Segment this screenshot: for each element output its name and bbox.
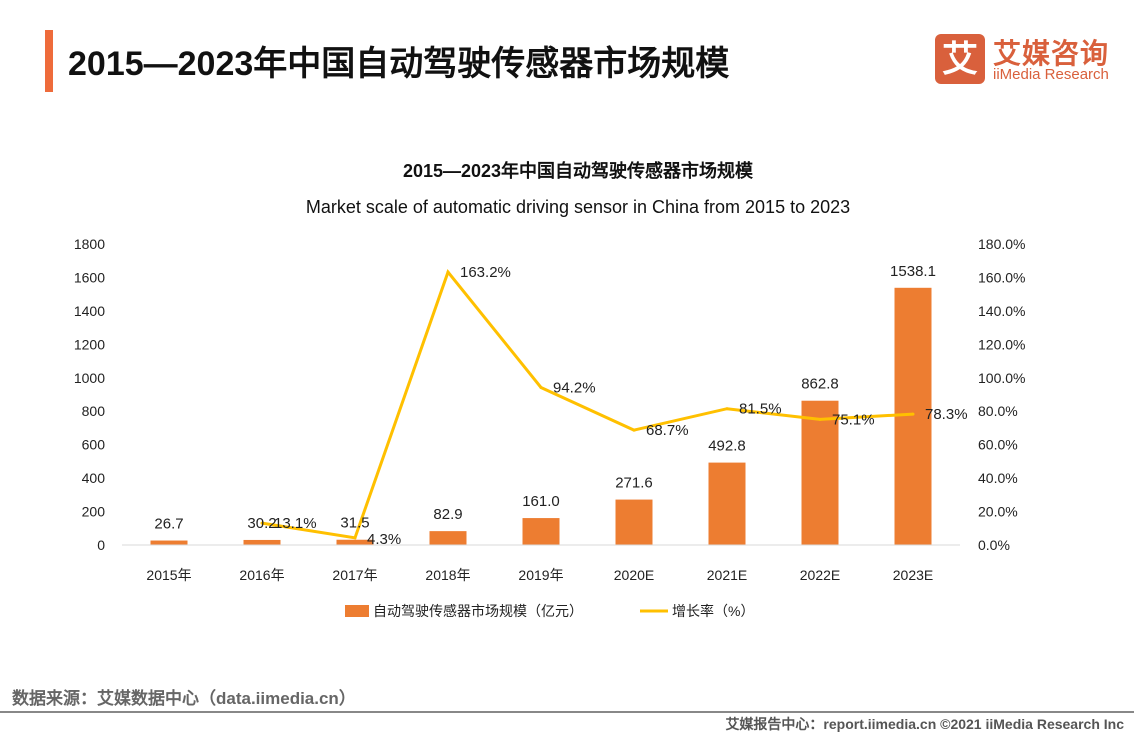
logo-en: iiMedia Research	[993, 66, 1109, 83]
line-point	[539, 385, 543, 389]
x-tick: 2023E	[893, 567, 933, 583]
line-label: 4.3%	[367, 531, 401, 548]
line-point	[725, 407, 729, 411]
y-right-tick: 100.0%	[978, 370, 1025, 386]
line-label: 81.5%	[739, 401, 782, 418]
bar	[522, 518, 560, 545]
bar	[894, 287, 932, 545]
line-point	[632, 428, 636, 432]
y-right-tick: 80.0%	[978, 403, 1018, 419]
line-label: 78.3%	[925, 406, 968, 423]
y-right-tick: 20.0%	[978, 504, 1018, 520]
x-tick: 2017年	[332, 567, 377, 583]
bar-label: 26.7	[154, 516, 183, 533]
logo-icon: 艾	[935, 34, 985, 84]
bar-label: 31.5	[340, 515, 369, 532]
y-right-tick: 160.0%	[978, 269, 1025, 285]
y-left-tick: 1400	[74, 303, 105, 319]
bar-label: 161.0	[522, 493, 560, 510]
x-tick: 2016年	[239, 567, 284, 583]
legend-line-label: 增长率（%）	[672, 603, 754, 619]
y-left-tick: 800	[82, 403, 106, 419]
x-tick: 2018年	[425, 567, 470, 583]
y-right-tick: 40.0%	[978, 470, 1018, 486]
footer-copyright: 艾媒报告中心：report.iimedia.cn ©2021 iiMedia R…	[725, 716, 1124, 732]
line-label: 163.2%	[460, 264, 511, 281]
line-label: 13.1%	[274, 515, 317, 532]
y-left-tick: 1800	[74, 236, 105, 252]
y-left-tick: 600	[82, 437, 106, 453]
bar	[615, 499, 653, 545]
line-point	[818, 417, 822, 421]
y-right-tick: 180.0%	[978, 236, 1025, 252]
bar	[801, 400, 839, 545]
bar	[150, 540, 188, 545]
x-tick: 2021E	[707, 567, 747, 583]
bar-label: 271.6	[615, 475, 653, 492]
logo-cn: 艾媒咨询	[993, 38, 1110, 69]
bar	[708, 462, 746, 545]
bar	[243, 539, 281, 545]
line-point	[260, 521, 264, 525]
bar-label: 30.2	[247, 515, 276, 532]
bar-label: 82.9	[433, 506, 462, 523]
legend-bar-label: 自动驾驶传感器市场规模（亿元）	[373, 603, 583, 619]
line-label: 94.2%	[553, 379, 596, 396]
y-left-tick: 0	[97, 537, 105, 553]
data-source: 数据来源：艾媒数据中心（data.iimedia.cn）	[12, 689, 356, 708]
page-title: 2015—2023年中国自动驾驶传感器市场规模	[68, 45, 730, 83]
y-left-tick: 400	[82, 470, 106, 486]
bar	[336, 539, 374, 545]
x-tick: 2020E	[614, 567, 654, 583]
y-right-tick: 60.0%	[978, 437, 1018, 453]
y-right-tick: 120.0%	[978, 336, 1025, 352]
growth-line	[261, 269, 914, 540]
x-tick: 2022E	[800, 567, 840, 583]
line-point	[353, 536, 357, 540]
footer-divider	[0, 711, 1134, 713]
line-label: 75.1%	[832, 411, 875, 428]
bar	[429, 531, 467, 545]
y-left-tick: 1000	[74, 370, 105, 386]
y-right-tick: 140.0%	[978, 303, 1025, 319]
legend-bar-swatch	[345, 605, 369, 617]
chart-title: 2015—2023年中国自动驾驶传感器市场规模	[403, 160, 754, 181]
x-tick: 2015年	[146, 567, 191, 583]
line-point	[911, 412, 915, 416]
bar-label: 862.8	[801, 376, 839, 393]
y-left-tick: 1600	[74, 269, 105, 285]
x-tick: 2019年	[518, 567, 563, 583]
line-point	[446, 270, 450, 274]
y-right-tick: 0.0%	[978, 537, 1010, 553]
bar-label: 492.8	[708, 438, 746, 455]
line-label: 68.7%	[646, 422, 689, 439]
title-accent-bar	[45, 30, 53, 92]
y-left-tick: 200	[82, 504, 106, 520]
bar-label: 1538.1	[890, 263, 936, 280]
chart-subtitle: Market scale of automatic driving sensor…	[306, 197, 850, 217]
y-left-tick: 1200	[74, 336, 105, 352]
